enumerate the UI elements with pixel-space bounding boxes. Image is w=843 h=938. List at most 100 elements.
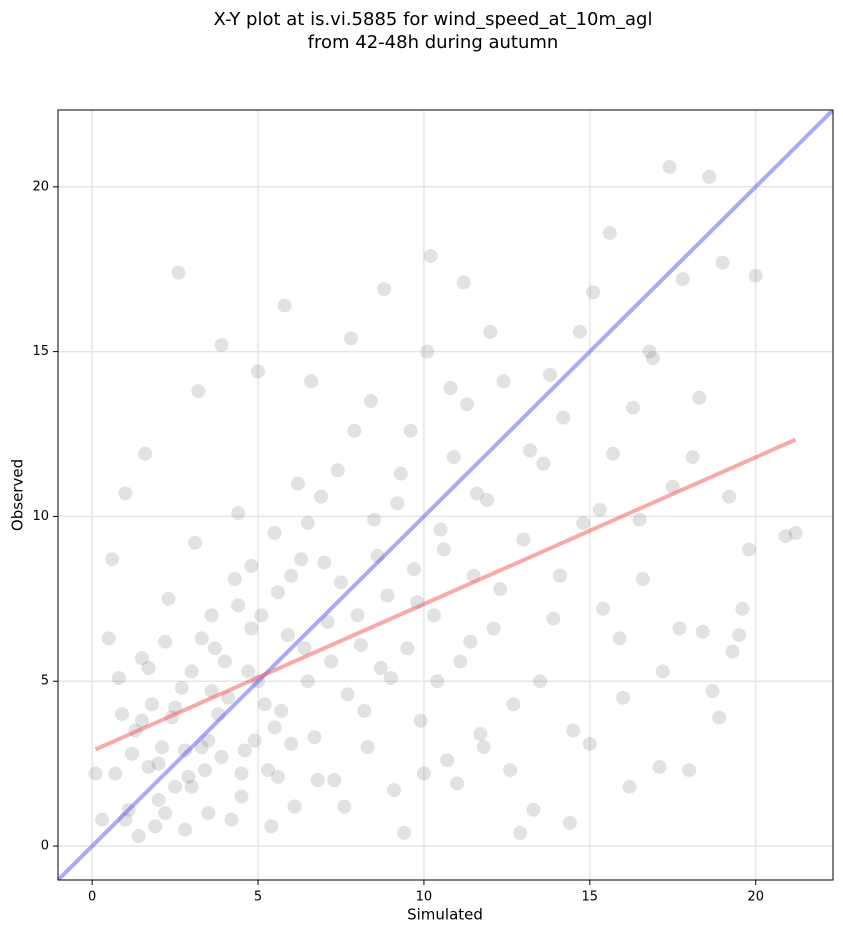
point bbox=[337, 799, 352, 814]
point bbox=[606, 446, 621, 461]
point bbox=[118, 486, 133, 501]
point bbox=[778, 529, 793, 544]
point bbox=[141, 759, 156, 774]
point bbox=[672, 621, 687, 636]
point bbox=[224, 812, 239, 827]
point bbox=[217, 654, 232, 669]
point bbox=[201, 806, 216, 821]
point bbox=[333, 575, 348, 590]
point bbox=[350, 608, 365, 623]
point bbox=[237, 743, 252, 758]
point bbox=[655, 664, 670, 679]
point bbox=[440, 753, 455, 768]
point bbox=[277, 298, 292, 313]
point bbox=[360, 740, 375, 755]
point bbox=[158, 806, 173, 821]
point bbox=[460, 397, 475, 412]
point bbox=[108, 766, 123, 781]
point bbox=[168, 779, 183, 794]
point bbox=[586, 285, 601, 300]
point bbox=[536, 456, 551, 471]
point bbox=[178, 743, 193, 758]
point bbox=[363, 394, 378, 409]
point bbox=[446, 450, 461, 465]
point bbox=[612, 631, 627, 646]
point bbox=[552, 568, 567, 583]
point bbox=[615, 690, 630, 705]
point bbox=[675, 272, 690, 287]
y-tick-label: 0 bbox=[41, 839, 49, 854]
point bbox=[390, 496, 405, 511]
point bbox=[503, 763, 518, 778]
x-tick-label: 10 bbox=[416, 890, 433, 905]
point bbox=[685, 450, 700, 465]
point bbox=[194, 740, 209, 755]
point bbox=[625, 400, 640, 415]
point bbox=[95, 812, 110, 827]
point bbox=[204, 608, 219, 623]
point bbox=[652, 759, 667, 774]
point bbox=[592, 502, 607, 517]
point bbox=[134, 651, 149, 666]
point bbox=[178, 822, 193, 837]
point bbox=[171, 265, 186, 280]
x-tick-label: 20 bbox=[747, 890, 764, 905]
point bbox=[725, 644, 740, 659]
point bbox=[131, 829, 146, 844]
point bbox=[576, 516, 591, 531]
point bbox=[470, 486, 485, 501]
point bbox=[473, 726, 488, 741]
point bbox=[493, 581, 508, 596]
point bbox=[231, 506, 246, 521]
point bbox=[748, 268, 763, 283]
point bbox=[154, 740, 169, 755]
point bbox=[264, 819, 279, 834]
point bbox=[403, 423, 418, 438]
y-tick-label: 10 bbox=[32, 509, 49, 524]
point bbox=[254, 608, 269, 623]
point bbox=[722, 489, 737, 504]
point bbox=[297, 641, 312, 656]
point bbox=[715, 255, 730, 270]
point bbox=[234, 789, 249, 804]
point bbox=[383, 670, 398, 685]
point bbox=[267, 720, 282, 735]
point bbox=[476, 740, 491, 755]
point bbox=[546, 611, 561, 626]
point bbox=[317, 555, 332, 570]
point bbox=[294, 552, 309, 567]
point bbox=[340, 687, 355, 702]
point bbox=[181, 769, 196, 784]
point bbox=[201, 733, 216, 748]
point bbox=[692, 390, 707, 405]
point bbox=[320, 614, 335, 629]
point bbox=[496, 374, 511, 389]
point bbox=[244, 558, 259, 573]
point bbox=[562, 815, 577, 830]
point bbox=[453, 654, 468, 669]
point bbox=[214, 338, 229, 353]
x-tick-label: 0 bbox=[88, 890, 96, 905]
point bbox=[151, 756, 166, 771]
point bbox=[377, 281, 392, 296]
point bbox=[307, 730, 322, 745]
point bbox=[314, 489, 329, 504]
point bbox=[483, 324, 498, 339]
point bbox=[280, 628, 295, 643]
point bbox=[572, 324, 587, 339]
point bbox=[324, 654, 339, 669]
point bbox=[516, 532, 531, 547]
y-tick-label: 15 bbox=[32, 344, 49, 359]
point bbox=[632, 512, 647, 527]
point bbox=[124, 746, 139, 761]
point bbox=[161, 591, 176, 606]
point bbox=[602, 225, 617, 240]
point bbox=[357, 703, 372, 718]
point bbox=[134, 713, 149, 728]
point bbox=[267, 525, 282, 540]
point bbox=[144, 697, 159, 712]
point bbox=[184, 779, 199, 794]
x-tick-label: 15 bbox=[582, 890, 599, 905]
y-tick-label: 20 bbox=[32, 179, 49, 194]
point bbox=[393, 466, 408, 481]
